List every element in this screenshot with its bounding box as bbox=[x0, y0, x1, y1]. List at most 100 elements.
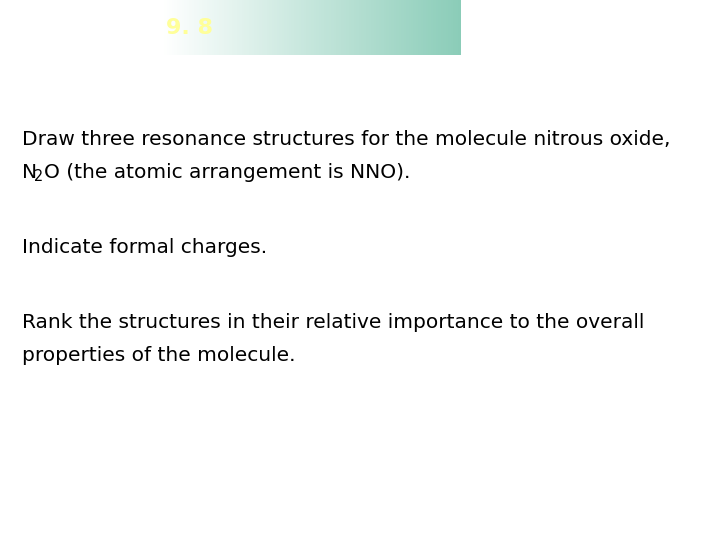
Bar bbox=[227, 0, 230, 55]
Bar bbox=[254, 0, 257, 55]
Bar bbox=[321, 0, 324, 55]
Bar bbox=[261, 0, 264, 55]
Bar bbox=[369, 0, 372, 55]
Bar bbox=[351, 0, 354, 55]
Bar bbox=[329, 0, 332, 55]
Bar bbox=[249, 0, 252, 55]
Text: O (the atomic arrangement is NNO).: O (the atomic arrangement is NNO). bbox=[44, 163, 410, 182]
Bar bbox=[391, 0, 394, 55]
Bar bbox=[204, 0, 207, 55]
Bar bbox=[408, 0, 412, 55]
Bar bbox=[361, 0, 364, 55]
Bar bbox=[384, 0, 387, 55]
Bar bbox=[372, 0, 374, 55]
Bar bbox=[242, 0, 245, 55]
Bar bbox=[394, 0, 397, 55]
Bar bbox=[234, 0, 237, 55]
Bar bbox=[164, 0, 168, 55]
Bar bbox=[224, 0, 228, 55]
Bar bbox=[343, 0, 347, 55]
Bar bbox=[376, 0, 379, 55]
Bar bbox=[399, 0, 402, 55]
Bar bbox=[302, 0, 305, 55]
Bar bbox=[271, 0, 274, 55]
Bar bbox=[189, 0, 192, 55]
Bar bbox=[179, 0, 182, 55]
Bar bbox=[454, 0, 456, 55]
Bar bbox=[202, 0, 204, 55]
Bar bbox=[287, 0, 289, 55]
Bar bbox=[276, 0, 279, 55]
Bar bbox=[282, 0, 284, 55]
Bar bbox=[339, 0, 342, 55]
Bar bbox=[364, 0, 366, 55]
Bar bbox=[341, 0, 344, 55]
Bar bbox=[264, 0, 267, 55]
Bar bbox=[169, 0, 173, 55]
Bar bbox=[426, 0, 429, 55]
Bar bbox=[167, 0, 170, 55]
Bar bbox=[421, 0, 424, 55]
Bar bbox=[256, 0, 260, 55]
Text: 2: 2 bbox=[34, 169, 43, 184]
Bar bbox=[359, 0, 361, 55]
Bar bbox=[192, 0, 195, 55]
Text: Indicate formal charges.: Indicate formal charges. bbox=[22, 238, 267, 257]
Bar bbox=[354, 0, 356, 55]
Bar bbox=[326, 0, 329, 55]
Text: 9. 8: 9. 8 bbox=[166, 17, 213, 37]
Text: Rank the structures in their relative importance to the overall: Rank the structures in their relative im… bbox=[22, 313, 644, 332]
Bar bbox=[379, 0, 382, 55]
Bar bbox=[428, 0, 431, 55]
Bar bbox=[433, 0, 436, 55]
Bar bbox=[396, 0, 399, 55]
Bar bbox=[381, 0, 384, 55]
Bar bbox=[274, 0, 277, 55]
Bar bbox=[212, 0, 215, 55]
Bar bbox=[319, 0, 322, 55]
Bar bbox=[217, 0, 220, 55]
Bar bbox=[416, 0, 419, 55]
Bar bbox=[411, 0, 414, 55]
Bar bbox=[279, 0, 282, 55]
Bar bbox=[401, 0, 404, 55]
Bar bbox=[182, 0, 185, 55]
Bar bbox=[348, 0, 352, 55]
Bar bbox=[207, 0, 210, 55]
Bar bbox=[423, 0, 426, 55]
Bar bbox=[222, 0, 225, 55]
Bar bbox=[418, 0, 421, 55]
Bar bbox=[162, 0, 165, 55]
Bar bbox=[197, 0, 200, 55]
Bar bbox=[331, 0, 334, 55]
Bar bbox=[403, 0, 407, 55]
Bar bbox=[449, 0, 451, 55]
Bar bbox=[232, 0, 235, 55]
Bar bbox=[406, 0, 409, 55]
Bar bbox=[441, 0, 444, 55]
Bar bbox=[239, 0, 242, 55]
Bar bbox=[444, 0, 446, 55]
Bar bbox=[389, 0, 392, 55]
Bar bbox=[294, 0, 297, 55]
Bar bbox=[177, 0, 180, 55]
Bar bbox=[346, 0, 349, 55]
Bar bbox=[252, 0, 255, 55]
Bar bbox=[459, 0, 462, 55]
Bar bbox=[237, 0, 240, 55]
Bar bbox=[194, 0, 197, 55]
Bar bbox=[289, 0, 292, 55]
Bar bbox=[299, 0, 302, 55]
Bar bbox=[307, 0, 310, 55]
Bar bbox=[374, 0, 377, 55]
Bar bbox=[413, 0, 416, 55]
Bar bbox=[451, 0, 454, 55]
Bar bbox=[309, 0, 312, 55]
Bar bbox=[334, 0, 337, 55]
Bar bbox=[324, 0, 327, 55]
Bar bbox=[174, 0, 177, 55]
Bar bbox=[247, 0, 250, 55]
Bar bbox=[314, 0, 317, 55]
Bar bbox=[311, 0, 315, 55]
Bar bbox=[229, 0, 233, 55]
